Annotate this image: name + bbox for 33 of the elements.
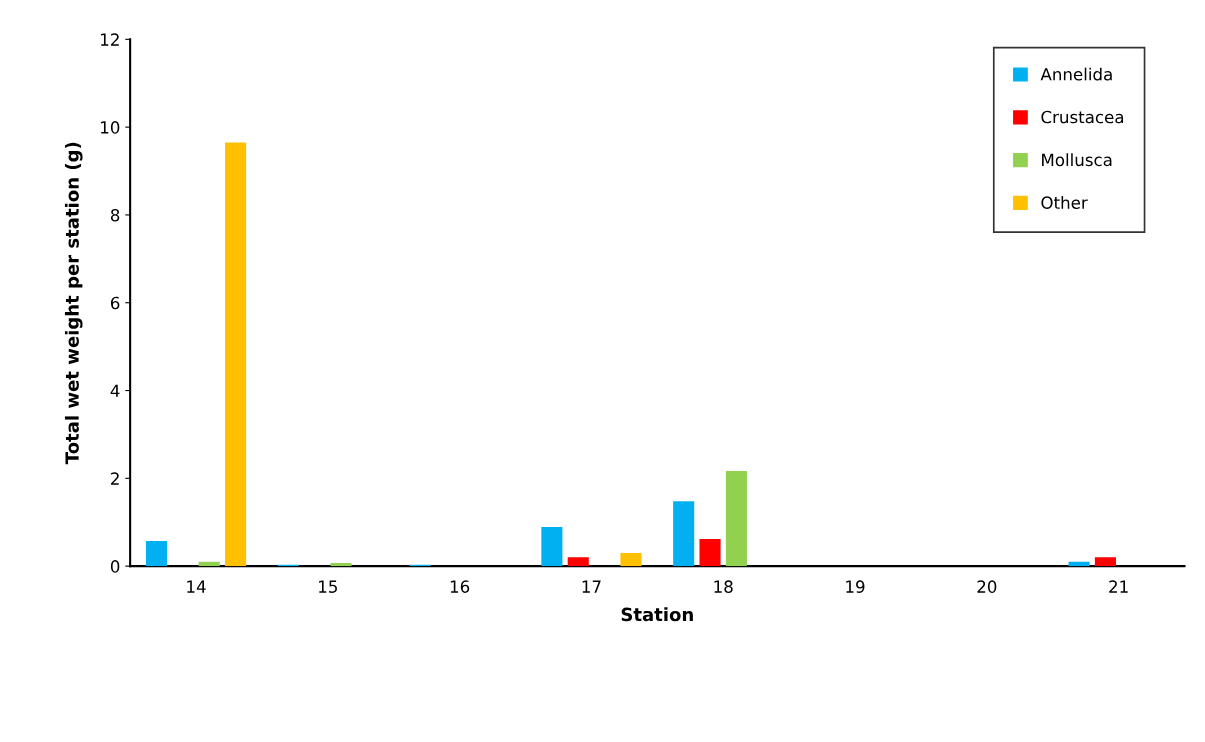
bar: [1068, 561, 1090, 567]
y-tick-label: 4: [110, 384, 120, 397]
y-tick-label: 6: [110, 296, 120, 310]
bar: [225, 142, 247, 567]
bar: [620, 552, 642, 567]
bar: [673, 501, 695, 567]
legend-label: Annelida: [1040, 67, 1112, 81]
y-tick-label: 8: [110, 208, 120, 222]
x-tick-label: 21: [1109, 580, 1128, 593]
bar: [198, 561, 220, 567]
y-tick-label: 12: [101, 33, 119, 46]
y-tick-label: 2: [111, 472, 119, 485]
bar: [541, 527, 563, 567]
legend-label: Crustacea: [1041, 110, 1124, 124]
bar: [145, 541, 168, 567]
y-tick-label: 0: [110, 560, 120, 573]
legend-label: Other: [1041, 196, 1088, 209]
bar: [725, 470, 747, 567]
x-tick-label: 20: [977, 580, 997, 593]
y-tick-label: 10: [101, 121, 120, 134]
y-axis-title: Total wet weight per station (g): [64, 142, 83, 465]
x-tick-label: 15: [319, 580, 337, 593]
bar: [699, 538, 721, 567]
x-tick-label: 14: [187, 580, 206, 593]
bar: [567, 557, 589, 567]
x-tick-label: 16: [450, 580, 470, 593]
bar: [1094, 557, 1116, 567]
legend-label: Mollusca: [1042, 153, 1112, 167]
bar: [330, 563, 352, 567]
x-tick-label: 18: [714, 580, 733, 593]
x-tick-label: 19: [846, 580, 865, 593]
x-tick-label: 17: [582, 580, 601, 593]
x-axis-title: Station: [621, 607, 693, 622]
